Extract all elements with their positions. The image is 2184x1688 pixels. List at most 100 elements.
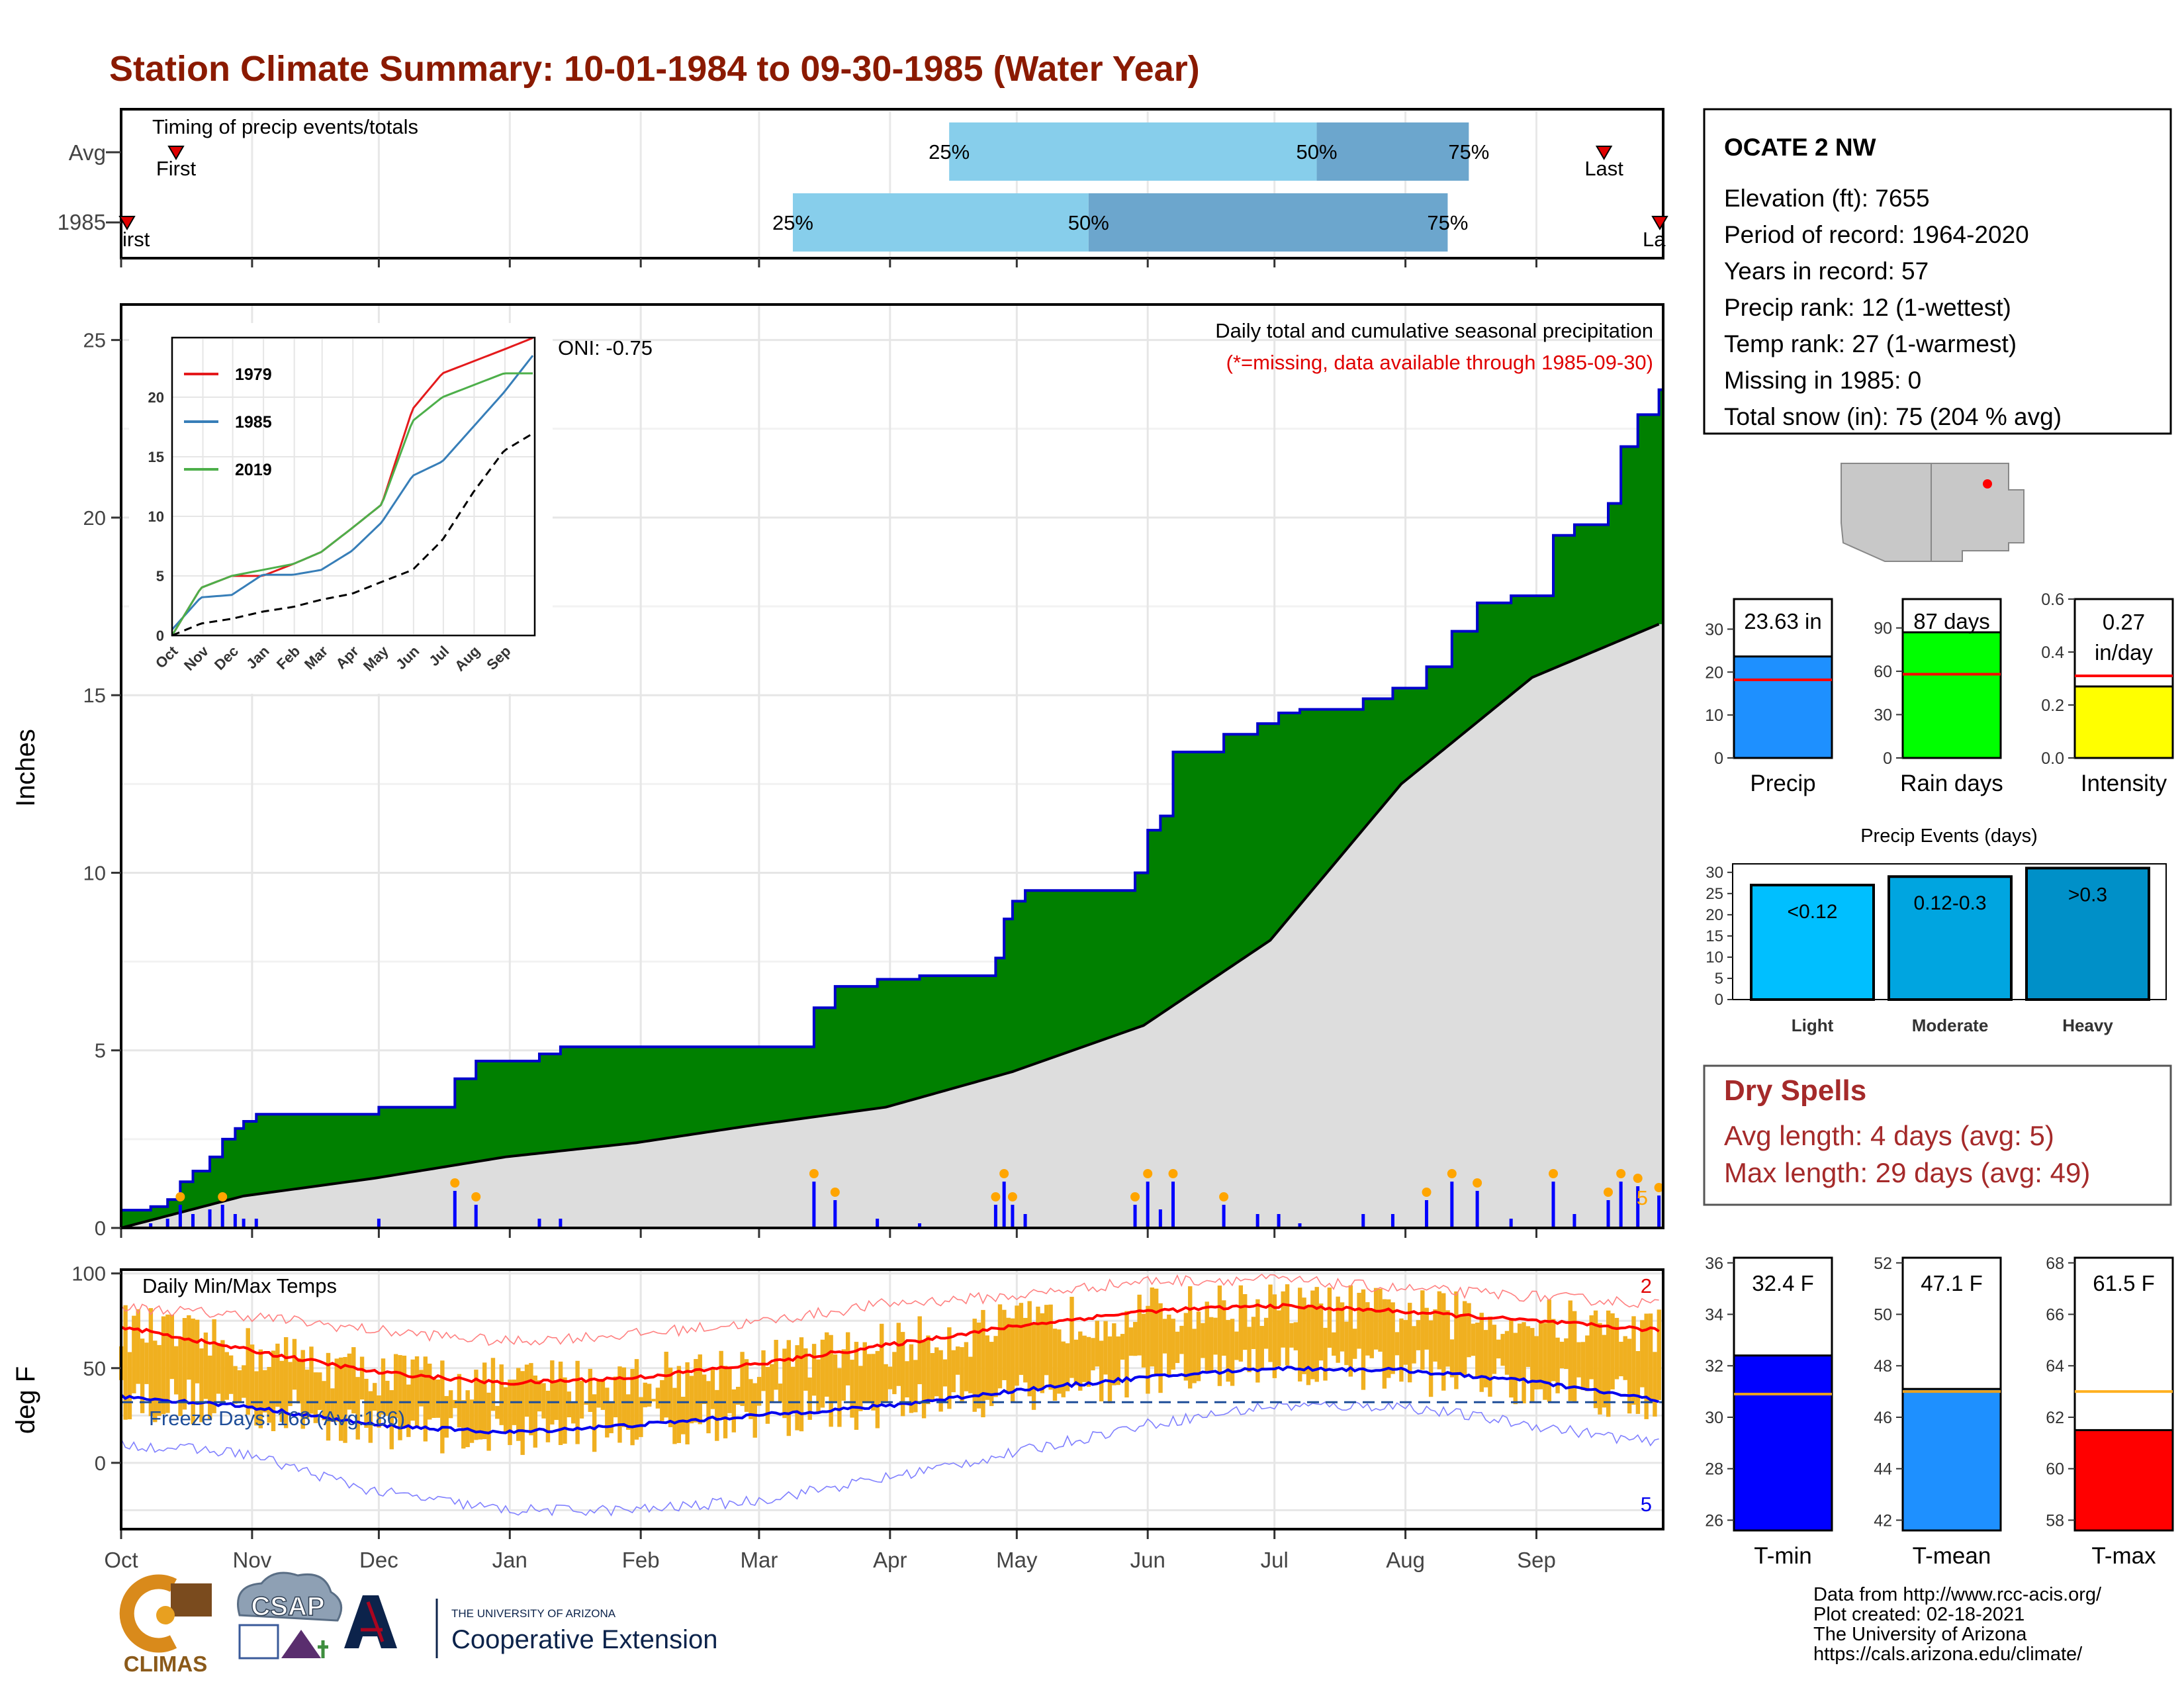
summary-y-tick-label: 48 <box>1874 1357 1892 1376</box>
daily-temp-bar <box>1091 1338 1095 1371</box>
summary-y-tick-label: 68 <box>2046 1254 2064 1273</box>
daily-temp-bar <box>592 1394 597 1452</box>
daily-temp-bar <box>921 1340 927 1419</box>
daily-temp-bar <box>664 1352 668 1418</box>
daily-temp-bar <box>1394 1332 1400 1356</box>
daily-precip-bar <box>1002 1182 1006 1228</box>
freeze-days-label: Freeze Days: 168 (Avg:186) <box>149 1407 405 1430</box>
daily-temp-bar <box>567 1391 572 1418</box>
daily-temp-bar <box>1407 1303 1412 1383</box>
daily-temp-bar <box>1036 1306 1040 1391</box>
daily-temp-bar <box>942 1359 948 1387</box>
daily-temp-bar <box>1390 1302 1395 1374</box>
daily-temp-bar <box>976 1322 981 1409</box>
daily-temp-bar <box>1369 1309 1374 1358</box>
daily-temp-bar <box>681 1397 686 1434</box>
timing-markers: First Last irst La <box>118 146 1668 251</box>
daily-temp-bar <box>1162 1319 1167 1354</box>
daily-precip-bar <box>1636 1186 1640 1228</box>
month-label: Jul <box>1261 1548 1289 1572</box>
daily-temp-bar <box>410 1359 415 1421</box>
summary-y-tick-label: 20 <box>1705 663 1723 682</box>
ua-red-stroke <box>361 1601 385 1642</box>
summary-y-tick-label: 0.6 <box>2041 590 2064 609</box>
summary-value-label: 23.63 in <box>1744 609 1821 633</box>
temp-bars <box>119 1284 1662 1455</box>
daily-temp-bar <box>816 1359 821 1414</box>
daily-temp-bar <box>660 1380 664 1421</box>
daily-precip-bar <box>474 1205 478 1228</box>
daily-temp-bar <box>1504 1331 1510 1375</box>
daily-temp-bar <box>1277 1310 1281 1366</box>
first-event-label-1985: irst <box>122 228 150 251</box>
daily-temp-bar <box>563 1377 567 1444</box>
month-label: Dec <box>359 1548 398 1572</box>
daily-temp-bar <box>1441 1293 1446 1391</box>
temp-y-tick-label: 0 <box>95 1452 106 1475</box>
events-y-tick-label: 20 <box>1706 906 1723 924</box>
daily-temp-bar <box>275 1343 280 1407</box>
heavy-event-marker <box>1549 1169 1559 1178</box>
daily-temp-bar <box>1213 1317 1218 1355</box>
daily-temp-bar <box>545 1390 551 1442</box>
inset-y-tick-label: 15 <box>148 449 164 465</box>
ua-small-text: THE UNIVERSITY OF ARIZONA <box>451 1607 616 1620</box>
last-event-marker <box>1595 146 1613 160</box>
daily-temp-bar <box>368 1391 373 1443</box>
ua-big-text: Cooperative Extension <box>451 1625 717 1654</box>
daily-temp-bar <box>1534 1336 1539 1390</box>
daily-temp-bar <box>1424 1307 1429 1350</box>
daily-temp-bar <box>617 1366 622 1443</box>
summary-chart-label: Intensity <box>2081 771 2167 796</box>
daily-temp-bar <box>749 1379 753 1419</box>
daily-temp-bar <box>579 1380 584 1419</box>
daily-temp-bar <box>1509 1318 1514 1398</box>
daily-temp-bar <box>1559 1341 1565 1369</box>
daily-temp-bar <box>1648 1313 1653 1404</box>
daily-temp-bar <box>605 1387 610 1438</box>
daily-precip-bar <box>1551 1182 1555 1228</box>
daily-temp-bar <box>309 1346 314 1414</box>
average-cumulative-area <box>121 624 1663 1228</box>
daily-temp-bar <box>972 1319 977 1412</box>
summary-y-tick-label: 30 <box>1705 620 1723 639</box>
precip-annotation-missing: (*=missing, data available through 1985-… <box>1226 351 1653 374</box>
daily-precip-bar <box>1146 1182 1150 1228</box>
daily-temp-bar <box>993 1336 998 1397</box>
daily-temp-bar <box>1205 1301 1209 1372</box>
temp-y-tick-label: 100 <box>71 1262 106 1286</box>
daily-precip-bar <box>178 1205 182 1228</box>
summary-value-label: 32.4 F <box>1752 1271 1814 1295</box>
daily-temp-bar <box>1238 1285 1244 1362</box>
daily-temp-bar <box>1547 1299 1552 1402</box>
daily-temp-bar <box>283 1336 289 1429</box>
daily-temp-bar <box>364 1378 369 1428</box>
daily-temp-bar <box>765 1366 770 1424</box>
daily-temp-bar <box>1052 1329 1058 1401</box>
daily-temp-bar <box>550 1360 555 1425</box>
daily-temp-bar <box>1179 1325 1184 1354</box>
summary-y-tick-label: 60 <box>2046 1460 2064 1479</box>
daily-temp-bar <box>224 1352 229 1400</box>
daily-temp-bar <box>938 1350 943 1412</box>
csap-logo-text: CSAP <box>251 1592 324 1621</box>
summary-value-label: 0.27 <box>2103 610 2145 634</box>
daily-temp-bar <box>1513 1333 1518 1405</box>
heavy-event-marker <box>450 1178 460 1188</box>
daily-temp-bar <box>761 1350 766 1391</box>
daily-temp-bar <box>246 1328 250 1415</box>
daily-temp-bar <box>1572 1311 1577 1402</box>
daily-temp-bar <box>736 1387 741 1405</box>
daily-temp-bar <box>541 1383 546 1419</box>
last-event-marker-1985 <box>1651 216 1668 230</box>
daily-temp-bar <box>795 1345 799 1430</box>
cumulative-1985-line <box>121 388 1663 1212</box>
daily-temp-bar <box>1580 1342 1586 1390</box>
heavy-event-marker <box>809 1169 819 1178</box>
daily-temp-bar <box>829 1335 833 1427</box>
daily-temp-bar <box>263 1370 267 1413</box>
climas-block <box>171 1583 212 1617</box>
daily-temp-bar <box>250 1344 255 1409</box>
daily-temp-bar <box>271 1350 276 1431</box>
events-y-tick-label: 5 <box>1715 970 1723 988</box>
